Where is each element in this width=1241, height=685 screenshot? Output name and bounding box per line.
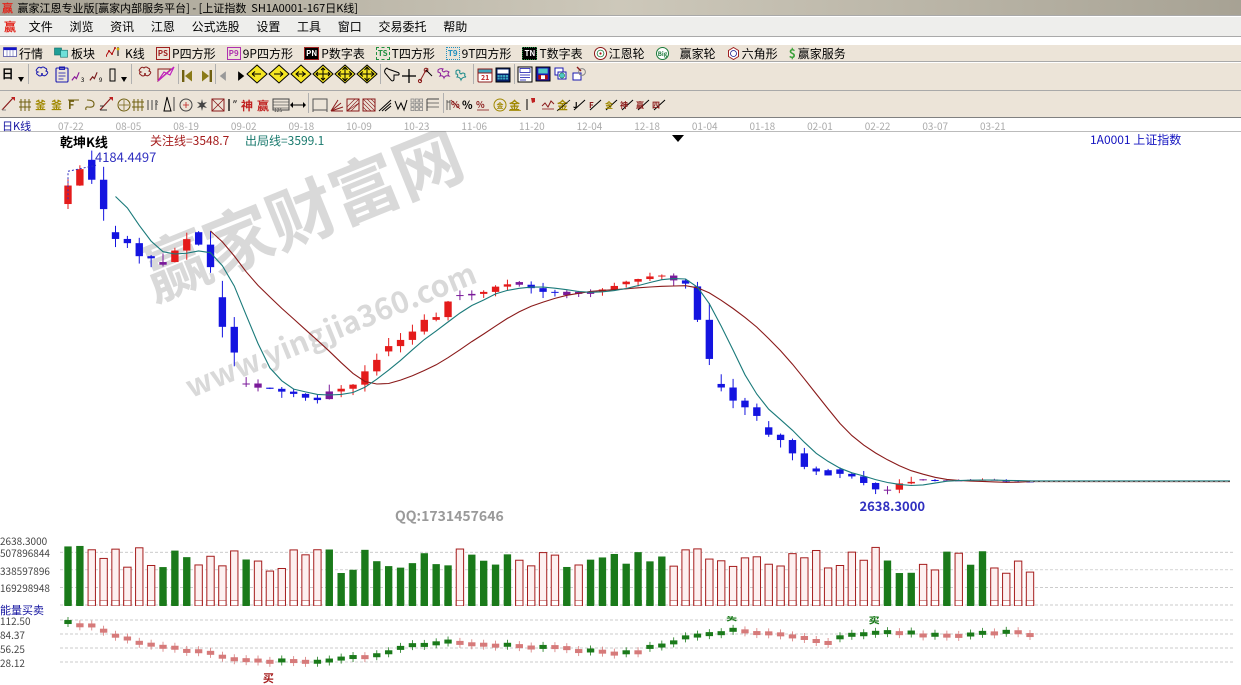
svg-text:Big: Big [657, 49, 667, 58]
svg-text:金: 金 [497, 101, 504, 111]
svg-text:金: 金 [557, 97, 568, 113]
svg-text:21: 21 [481, 73, 489, 83]
svg-text:%: % [462, 97, 473, 113]
svg-text:2: 2 [155, 98, 159, 107]
svg-text:赢: 赢 [257, 97, 269, 113]
svg-text:金: 金 [605, 100, 613, 111]
svg-text:3: 3 [81, 75, 85, 84]
svg-text:日: 日 [2, 67, 14, 81]
svg-text:釜: 釜 [51, 97, 62, 113]
svg-text:125: 125 [274, 107, 283, 113]
svg-text:赢: 赢 [636, 100, 644, 111]
svg-text:四: 四 [652, 100, 660, 111]
svg-text:F: F [589, 100, 594, 111]
svg-text:神: 神 [620, 100, 628, 111]
svg-text:神: 神 [241, 97, 253, 113]
svg-text:%: % [476, 98, 485, 111]
svg-text:釜: 釜 [35, 97, 46, 113]
svg-text:9: 9 [99, 75, 103, 84]
svg-text:J: J [573, 100, 578, 111]
svg-text:": " [231, 97, 237, 111]
svg-text:F: F [68, 97, 75, 113]
